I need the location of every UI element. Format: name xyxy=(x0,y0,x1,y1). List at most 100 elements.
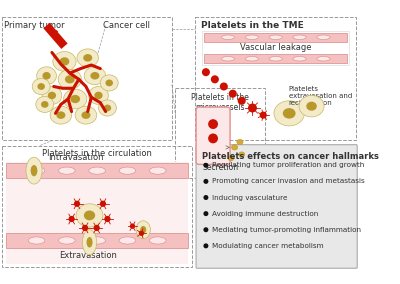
Ellipse shape xyxy=(37,67,56,85)
Ellipse shape xyxy=(293,35,306,39)
Circle shape xyxy=(204,163,208,168)
Ellipse shape xyxy=(89,87,108,105)
Ellipse shape xyxy=(100,75,118,91)
Text: Extravasation: Extravasation xyxy=(59,251,117,260)
Ellipse shape xyxy=(58,237,75,244)
Ellipse shape xyxy=(89,167,106,174)
Ellipse shape xyxy=(232,145,238,150)
Bar xyxy=(204,54,347,63)
Ellipse shape xyxy=(70,95,80,103)
Text: Regulating tumor proliferation and growth: Regulating tumor proliferation and growt… xyxy=(212,162,364,168)
Circle shape xyxy=(204,227,208,232)
Text: Inducing vasculature: Inducing vasculature xyxy=(212,195,288,201)
Ellipse shape xyxy=(274,101,304,126)
Ellipse shape xyxy=(104,105,111,111)
Bar xyxy=(6,164,188,178)
Ellipse shape xyxy=(77,49,98,67)
Ellipse shape xyxy=(90,72,100,80)
Ellipse shape xyxy=(82,230,97,255)
Ellipse shape xyxy=(94,92,103,99)
Ellipse shape xyxy=(83,54,92,62)
Bar xyxy=(204,33,347,42)
Text: Modulating cancer metabolism: Modulating cancer metabolism xyxy=(212,243,324,249)
FancyBboxPatch shape xyxy=(196,145,357,268)
Ellipse shape xyxy=(28,237,45,244)
Text: Secretion: Secretion xyxy=(202,163,238,172)
Ellipse shape xyxy=(65,75,75,83)
Ellipse shape xyxy=(245,35,258,39)
Ellipse shape xyxy=(58,70,82,89)
Circle shape xyxy=(208,133,218,143)
Circle shape xyxy=(248,103,257,112)
Text: Platelets in the TME: Platelets in the TME xyxy=(200,21,303,30)
Ellipse shape xyxy=(222,35,234,39)
Circle shape xyxy=(220,82,228,91)
Ellipse shape xyxy=(26,157,42,184)
Ellipse shape xyxy=(28,167,45,174)
Text: Platelets effects on cancer hallmarks: Platelets effects on cancer hallmarks xyxy=(202,152,379,161)
Text: Intravasation: Intravasation xyxy=(48,153,104,162)
Text: Avoiding immune destruction: Avoiding immune destruction xyxy=(212,211,318,217)
Circle shape xyxy=(202,68,210,76)
Ellipse shape xyxy=(76,204,103,227)
Circle shape xyxy=(94,225,100,231)
Text: Cancer cell: Cancer cell xyxy=(103,21,150,30)
FancyBboxPatch shape xyxy=(196,107,230,164)
Text: Vascular leakage: Vascular leakage xyxy=(240,43,312,53)
Ellipse shape xyxy=(136,221,150,239)
Ellipse shape xyxy=(228,155,234,161)
Ellipse shape xyxy=(60,57,69,66)
Circle shape xyxy=(204,243,208,248)
Ellipse shape xyxy=(42,72,51,80)
Bar xyxy=(202,31,349,65)
Ellipse shape xyxy=(56,111,65,119)
Ellipse shape xyxy=(84,210,95,220)
Ellipse shape xyxy=(237,139,243,145)
Text: Promoting cancer invasion and metastasis: Promoting cancer invasion and metastasis xyxy=(212,178,365,184)
Ellipse shape xyxy=(119,167,136,174)
Ellipse shape xyxy=(149,237,166,244)
Circle shape xyxy=(68,216,75,222)
Circle shape xyxy=(260,112,267,119)
Ellipse shape xyxy=(119,237,136,244)
Bar xyxy=(2,146,192,267)
Bar xyxy=(2,17,172,140)
Ellipse shape xyxy=(31,165,38,176)
Text: Primary tumor: Primary tumor xyxy=(4,21,65,30)
Ellipse shape xyxy=(32,78,50,95)
Circle shape xyxy=(139,231,144,236)
Ellipse shape xyxy=(64,89,87,109)
Circle shape xyxy=(100,201,106,207)
Circle shape xyxy=(74,201,80,207)
Ellipse shape xyxy=(82,111,90,119)
Circle shape xyxy=(238,97,246,105)
Ellipse shape xyxy=(86,237,92,248)
Ellipse shape xyxy=(98,100,116,116)
Ellipse shape xyxy=(38,83,45,90)
Ellipse shape xyxy=(222,57,234,61)
Ellipse shape xyxy=(48,92,56,99)
Ellipse shape xyxy=(53,52,76,71)
Circle shape xyxy=(130,224,135,229)
Circle shape xyxy=(204,211,208,216)
Ellipse shape xyxy=(41,101,48,108)
Circle shape xyxy=(211,75,219,83)
Ellipse shape xyxy=(84,67,106,85)
Circle shape xyxy=(104,216,110,222)
Bar xyxy=(195,17,356,140)
Circle shape xyxy=(208,119,218,129)
Circle shape xyxy=(229,90,237,98)
Ellipse shape xyxy=(299,95,324,117)
Ellipse shape xyxy=(238,152,245,157)
Circle shape xyxy=(204,179,208,184)
Text: Platelets
extravasation and
recirculation: Platelets extravasation and recirculatio… xyxy=(288,87,352,106)
Ellipse shape xyxy=(283,108,296,119)
Bar xyxy=(176,88,265,178)
Ellipse shape xyxy=(89,237,106,244)
Text: Mediating tumor-promoting inflammation: Mediating tumor-promoting inflammation xyxy=(212,227,361,233)
Ellipse shape xyxy=(58,167,75,174)
Ellipse shape xyxy=(140,226,146,233)
Ellipse shape xyxy=(149,167,166,174)
Circle shape xyxy=(82,225,88,231)
Text: Platelets in the
microvessels: Platelets in the microvessels xyxy=(191,93,249,112)
